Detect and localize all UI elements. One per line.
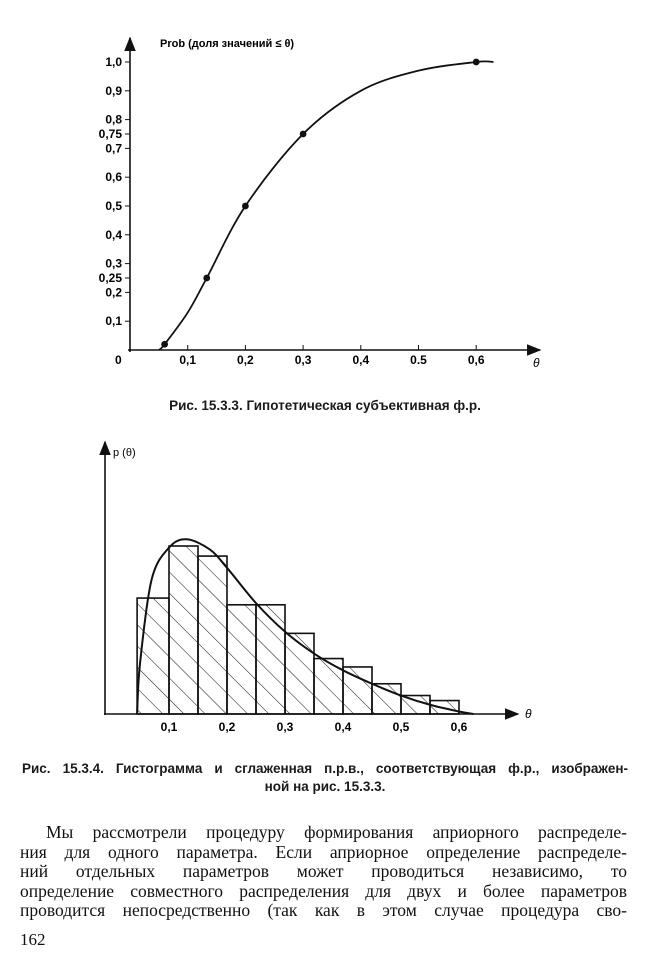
- paragraph-line: проводится непосредственно (так как в эт…: [20, 900, 627, 921]
- y-tick-label: 0,5: [105, 199, 122, 213]
- figure-caption-15-3-4-line2: ной на рис. 15.3.3.: [264, 779, 386, 794]
- density-curve: [136, 538, 474, 715]
- histogram-bar: [313, 657, 344, 715]
- x-tick-label: 0,3: [277, 720, 294, 734]
- data-point: [472, 58, 480, 66]
- data-point: [242, 202, 249, 210]
- y-tick-label: 0,6: [105, 170, 122, 184]
- y-axis-label: Prob (доля значений ≤ θ): [160, 38, 294, 50]
- y-axis-label: p (θ): [113, 447, 136, 459]
- histogram-bar: [429, 699, 460, 715]
- cdf-chart: Prob (доля значений ≤ θ) θ 0 0,1 0,2 0,3 0,4 0.…: [99, 36, 542, 370]
- y-tick-label: 0,3: [105, 257, 122, 271]
- x-tick-label: 0,5: [393, 720, 410, 734]
- histogram-bar: [284, 632, 315, 715]
- histogram-bar: [342, 666, 373, 715]
- x-tick-label: 0,4: [335, 720, 352, 734]
- x-axis-label: θ: [533, 356, 540, 370]
- y-tick-label: 0,7: [105, 141, 122, 155]
- paragraph-line: ния для одного параметра. Если априорное…: [20, 841, 627, 862]
- y-tick-label: 1,0: [105, 55, 122, 69]
- x-tick-label: 0,6: [451, 720, 468, 734]
- y-tick-label: 0,1: [105, 314, 122, 328]
- cdf-curve: [158, 60, 494, 351]
- origin-label: 0: [115, 353, 122, 367]
- histogram-bar: [168, 545, 199, 715]
- x-tick-label: 0,2: [237, 353, 254, 367]
- y-tick-label: 0,9: [105, 84, 122, 98]
- x-tick-label: 0,6: [468, 353, 485, 367]
- x-axis-label: θ: [525, 707, 532, 721]
- page-number: 162: [20, 930, 46, 949]
- histogram-bar: [371, 682, 402, 715]
- x-tick-label: 0,1: [161, 720, 178, 734]
- histogram-bar: [197, 555, 228, 715]
- histogram-bar: [136, 597, 170, 715]
- figure-caption-15-3-3: Рис. 15.3.3. Гипотетическая субъективная…: [169, 398, 481, 413]
- histogram-chart: p (θ) θ 0,1 0,2 0,3 0,4 0,5 0,6: [99, 440, 532, 734]
- y-tick-label: 0,25: [99, 271, 123, 285]
- histogram-bar: [400, 694, 431, 715]
- paragraph-line: Мы рассмотрели процедуру формирования ап…: [46, 822, 627, 842]
- data-point: [161, 340, 169, 348]
- histogram-bar: [255, 603, 286, 715]
- body-paragraph: Мы рассмотрели процедуру формирования ап…: [20, 822, 627, 921]
- x-tick-label: 0,4: [352, 353, 369, 367]
- y-tick-label: 0,4: [105, 228, 122, 242]
- x-tick-label: 0,1: [179, 353, 196, 367]
- x-tick-label: 0,3: [295, 353, 312, 367]
- data-point: [299, 130, 307, 138]
- data-point: [203, 274, 211, 282]
- y-tick-label: 0,8: [105, 113, 122, 127]
- x-tick-label: 0.5: [410, 353, 427, 367]
- paragraph-line: определение совместного распределения дл…: [20, 880, 627, 901]
- figures: Prob (доля значений ≤ θ) θ 0 0,1 0,2 0,3 0,4 0.…: [99, 36, 542, 734]
- x-tick-label: 0,2: [219, 720, 236, 734]
- paragraph-line: ний отдельных параметров может проводить…: [20, 861, 627, 882]
- y-tick-label: 0,2: [105, 285, 122, 299]
- figure-caption-15-3-4-line1: Рис. 15.3.4. Гистограмма и сглаженная п.…: [22, 761, 628, 776]
- histogram-bar: [226, 603, 257, 715]
- y-tick-label: 0,75: [99, 127, 123, 141]
